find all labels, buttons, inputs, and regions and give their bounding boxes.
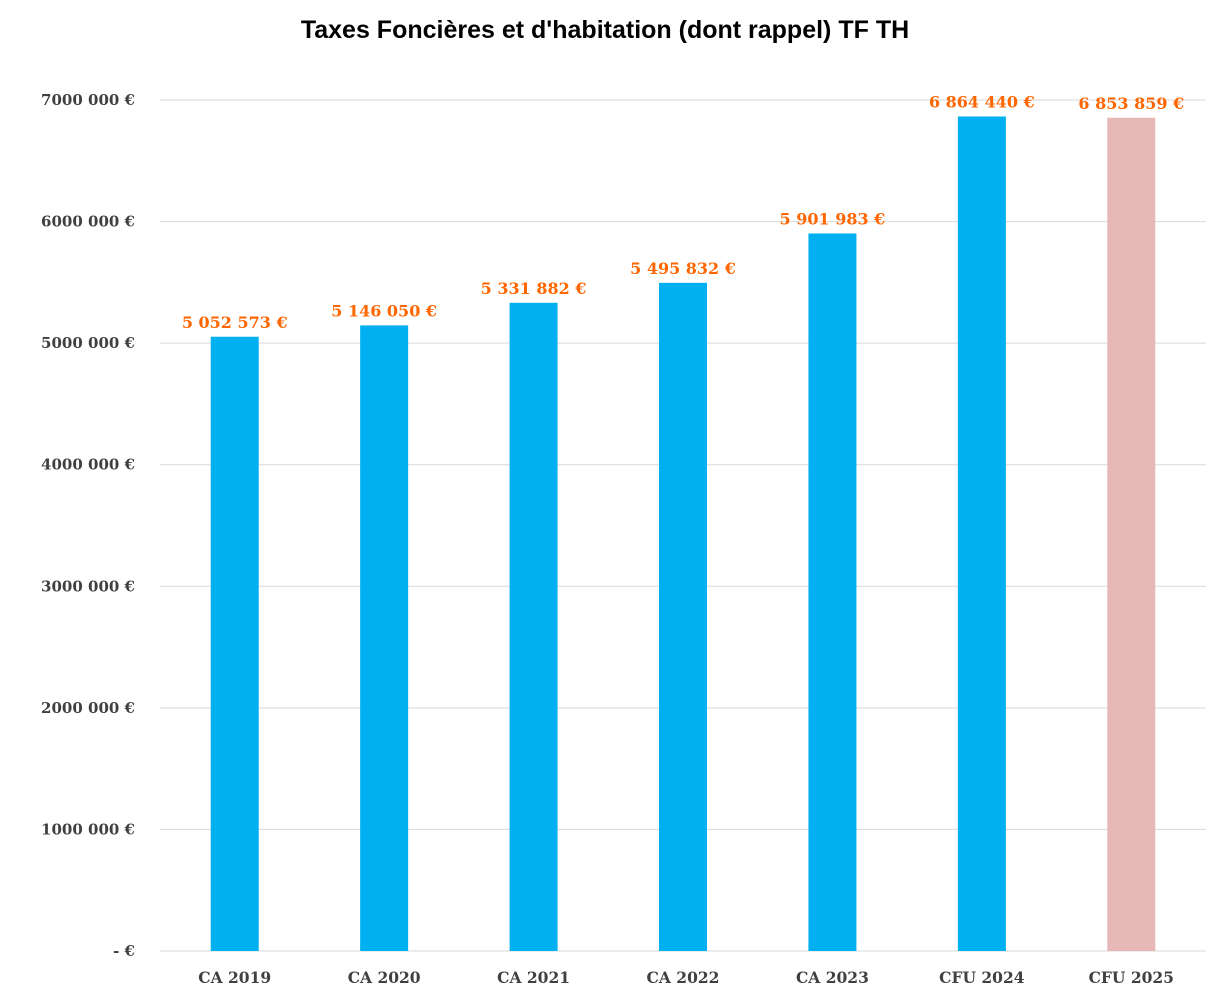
y-tick-label: 3000 000 € (41, 577, 135, 595)
bar (360, 325, 409, 952)
x-axis-tick-labels: CA 2019 CA 2020 CA 2021 CA 2022 CA 2023 CFU 2… (198, 968, 1174, 987)
chart-title: Taxes Foncières et d'habitation (dont ra… (301, 16, 909, 44)
y-tick-label: 7000 000 € (41, 91, 135, 109)
x-tick-label: CA 2021 (497, 968, 570, 987)
data-label: 6 853 859 € (1078, 94, 1184, 113)
bar (659, 282, 707, 951)
data-label: 5 331 882 € (481, 279, 587, 298)
bar (808, 233, 857, 951)
data-labels: 5 052 573 € 5 146 050 € 5 331 882 € 5 495 8… (182, 92, 1184, 331)
data-label: 6 864 440 € (929, 92, 1035, 111)
bar (509, 302, 558, 951)
bar (957, 116, 1006, 951)
bar (210, 336, 259, 952)
x-tick-label: CA 2020 (348, 968, 421, 987)
data-label: 5 146 050 € (331, 301, 437, 320)
data-label: 5 901 983 € (780, 209, 886, 228)
x-tick-label: CA 2022 (647, 968, 720, 987)
y-tick-label: - € (113, 942, 135, 960)
data-label: 5 052 573 € (182, 313, 288, 332)
x-tick-label: CA 2019 (198, 968, 271, 987)
bars (210, 116, 1156, 952)
y-tick-label: 2000 000 € (41, 699, 135, 717)
x-tick-label: CFU 2025 (1089, 968, 1174, 987)
y-tick-label: 6000 000 € (41, 213, 135, 231)
x-tick-label: CA 2023 (796, 968, 869, 987)
x-tick-label: CFU 2024 (939, 968, 1025, 987)
y-tick-label: 4000 000 € (41, 456, 135, 474)
y-tick-label: 5000 000 € (41, 334, 135, 352)
y-axis-tick-labels: - € 1000 000 € 2000 000 € 3000 000 € 4000 00… (41, 91, 135, 960)
bar (1107, 117, 1156, 951)
data-label: 5 495 832 € (630, 259, 736, 278)
y-tick-label: 1000 000 € (41, 820, 135, 838)
